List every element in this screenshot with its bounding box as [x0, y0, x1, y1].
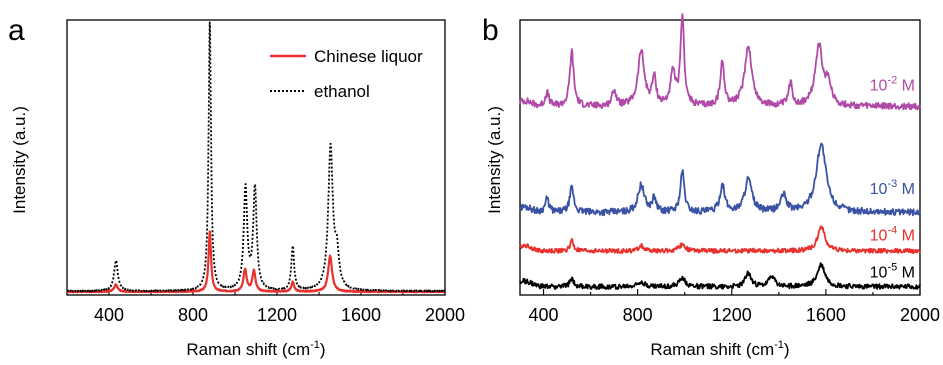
panel-b-frame [519, 19, 921, 296]
panel-b-x-axis-title: Raman shift (cm-1) [650, 339, 789, 359]
panel-a-x-axis-title: Raman shift (cm-1) [186, 339, 325, 359]
x-tick-label: 1200 [712, 305, 752, 325]
panel-a-legend: Chinese liquor ethanol [270, 47, 423, 101]
series-line-conc--5 [519, 262, 921, 290]
legend-label-chinese-liquor: Chinese liquor [314, 47, 423, 66]
series-line-conc--2 [519, 13, 921, 111]
series-label-conc: 10-4 M [870, 225, 915, 245]
panel-b-series-labels: 10-2 M 10-3 M 10-4 M 10-5 M [870, 75, 915, 282]
series-line-ethanol [66, 21, 446, 293]
series-line-conc--4 [519, 225, 921, 254]
x-tick-label: 1600 [806, 305, 846, 325]
series-line-conc--3 [519, 142, 921, 217]
series-label-conc: 10-3 M [870, 178, 915, 198]
panel-b-x-ticks: 400 800 1200 1600 2000 [529, 289, 940, 325]
panel-a-y-axis-title: Intensity (a.u.) [10, 106, 29, 214]
x-tick-label: 400 [529, 305, 559, 325]
x-tick-label: 1200 [257, 305, 297, 325]
panel-b-y-axis-title: Intensity (a.u.) [485, 106, 504, 214]
x-tick-label: 2000 [900, 305, 940, 325]
x-tick-label: 800 [623, 305, 653, 325]
series-line-chinese-liquor [66, 230, 446, 294]
panel-b-series [519, 13, 921, 290]
panel-a: a 400 800 1200 1600 2000 Chinese liquor etha… [8, 14, 465, 359]
panel-b-label: b [482, 14, 499, 47]
series-label-conc: 10-5 M [870, 262, 915, 282]
x-tick-label: 800 [178, 305, 208, 325]
panel-a-label: a [8, 14, 25, 47]
panel-a-series [66, 21, 446, 294]
x-tick-label: 1600 [341, 305, 381, 325]
series-label-conc: 10-2 M [870, 75, 915, 95]
panel-a-frame [66, 19, 446, 296]
panel-b: b 400 800 1200 1600 2000 10-2 M10-3 M10-4 M1… [482, 13, 940, 359]
x-tick-label: 400 [94, 305, 124, 325]
legend-label-ethanol: ethanol [314, 82, 370, 101]
x-tick-label: 2000 [425, 305, 465, 325]
